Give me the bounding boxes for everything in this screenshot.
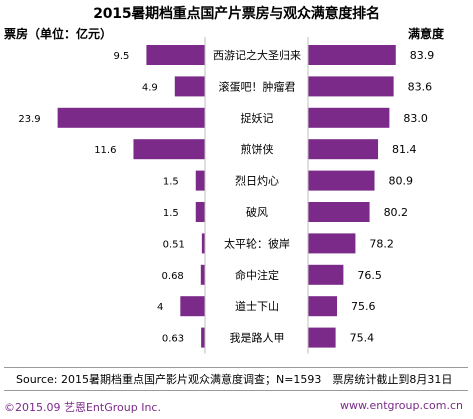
- satisfaction-axis-label: 满意度: [408, 27, 445, 41]
- movie-title-label: 西游记之大圣归来: [213, 48, 301, 62]
- satisfaction-value-label: 76.5: [357, 269, 382, 282]
- box-office-bar: [195, 202, 205, 222]
- box-office-value-label: 11.6: [94, 145, 116, 156]
- bar-chart: 9.5 83.9 西游记之大圣归来 4.9 83.6 滚蛋吧！肿瘤君 23.9 83.0 捉妖记…: [18, 37, 435, 354]
- satisfaction-value-label: 83.6: [408, 80, 433, 93]
- movie-title-label: 太平轮：彼岸: [224, 236, 290, 250]
- satisfaction-bar: [308, 107, 390, 128]
- movie-title-label: 道士下山: [235, 299, 279, 313]
- satisfaction-value-label: 81.4: [392, 143, 417, 156]
- box-office-value-label: 4.9: [142, 82, 158, 93]
- box-office-value-label: 0.51: [163, 239, 185, 250]
- source-note: Source: 2015暑期档重点国产影片观众满意度调查；N=1593 票房统计…: [16, 373, 453, 386]
- box-office-bar: [200, 264, 205, 285]
- box-office-value-label: 4: [157, 302, 163, 313]
- box-office-axis-label: 票房（单位：亿元）: [4, 27, 113, 41]
- satisfaction-value-label: 75.6: [351, 300, 376, 313]
- satisfaction-bar: [308, 233, 356, 254]
- satisfaction-bar: [308, 296, 338, 317]
- satisfaction-value-label: 78.2: [369, 237, 394, 250]
- satisfaction-value-label: 75.4: [350, 332, 375, 345]
- box-office-value-label: 0.68: [162, 271, 184, 282]
- source-box: [4, 367, 468, 391]
- box-office-bar: [133, 139, 205, 160]
- box-office-value-label: 1.5: [163, 208, 179, 219]
- satisfaction-bar: [308, 45, 396, 65]
- movie-title-label: 烈日灼心: [235, 174, 279, 188]
- box-office-bar: [174, 76, 205, 97]
- movie-title-label: 煎饼侠: [241, 142, 274, 156]
- box-office-bar: [57, 107, 205, 128]
- movie-title-label: 捉妖记: [241, 111, 274, 125]
- box-office-value-label: 0.63: [162, 334, 184, 345]
- satisfaction-bar: [308, 202, 370, 222]
- box-office-bar: [201, 327, 205, 348]
- satisfaction-value-label: 80.9: [389, 175, 414, 188]
- movie-title-label: 命中注定: [235, 268, 279, 282]
- movie-title-label: 破风: [246, 205, 268, 219]
- copyright-text: ©2015.09 艺恩EntGroup Inc.: [4, 401, 161, 414]
- satisfaction-value-label: 80.2: [384, 206, 409, 219]
- box-office-value-label: 1.5: [163, 177, 179, 188]
- satisfaction-bar: [308, 76, 394, 97]
- satisfaction-value-label: 83.0: [403, 112, 428, 125]
- box-office-bar: [180, 296, 205, 317]
- box-office-bar: [195, 170, 205, 191]
- satisfaction-bar: [308, 327, 336, 348]
- box-office-value-label: 9.5: [114, 51, 130, 62]
- satisfaction-value-label: 83.9: [410, 49, 435, 62]
- satisfaction-bar: [308, 139, 379, 160]
- movie-title-label: 滚蛋吧！肿瘤君: [219, 79, 296, 93]
- satisfaction-bar: [308, 170, 375, 191]
- chart-title: 2015暑期档重点国产片票房与观众满意度排名: [93, 6, 380, 22]
- satisfaction-bar: [308, 264, 344, 285]
- box-office-value-label: 23.9: [18, 114, 40, 125]
- box-office-bar: [201, 233, 205, 254]
- website-link[interactable]: www.entgroup.com.cn: [340, 399, 463, 412]
- box-office-bar: [146, 45, 205, 65]
- movie-title-label: 我是路人甲: [230, 332, 285, 345]
